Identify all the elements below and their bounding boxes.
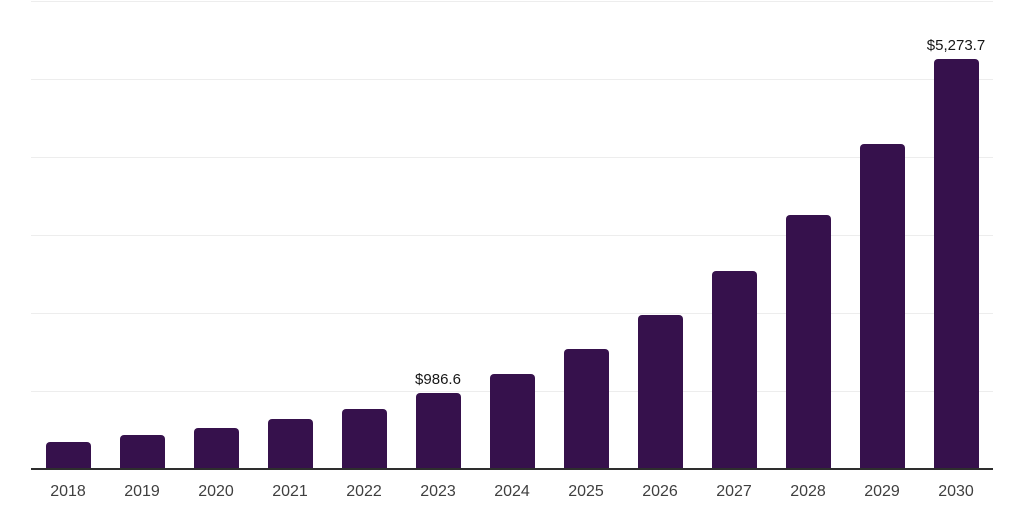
gridline-6000 (31, 1, 993, 2)
bar-slot-2020 (179, 0, 253, 470)
bar-2020 (193, 428, 239, 470)
x-axis-line (31, 468, 993, 470)
gridline-3000 (31, 235, 993, 236)
gridline-2000 (31, 313, 993, 314)
bar-2019 (119, 435, 165, 470)
bar-2027 (711, 271, 757, 470)
x-axis-label-2028: 2028 (790, 483, 826, 500)
bar-2028 (785, 215, 831, 470)
bar-2025 (563, 349, 609, 470)
bar-2026 (637, 315, 683, 470)
x-axis-label-2030: 2030 (938, 483, 974, 500)
bar-slot-2024 (475, 0, 549, 470)
bar-slot-2027 (697, 0, 771, 470)
x-axis-label-2019: 2019 (124, 483, 160, 500)
x-axis-label-2021: 2021 (272, 483, 308, 500)
bar-2023 (415, 393, 461, 470)
bar-2021 (267, 419, 313, 470)
bar-slot-2019 (105, 0, 179, 470)
bar-slot-2018 (31, 0, 105, 470)
x-axis-label-2020: 2020 (198, 483, 234, 500)
bar-slot-2026 (623, 0, 697, 470)
bar-slot-2028 (771, 0, 845, 470)
gridline-4000 (31, 157, 993, 158)
bar-slot-2023: $986.6 (401, 0, 475, 470)
x-axis-label-2029: 2029 (864, 483, 900, 500)
x-axis-label-2022: 2022 (346, 483, 382, 500)
value-label-2030: $5,273.7 (926, 37, 986, 54)
x-axis-label-2027: 2027 (716, 483, 752, 500)
bar-2018 (45, 442, 91, 470)
x-axis-label-2025: 2025 (568, 483, 604, 500)
x-axis-labels-row: 2018 2019 2020 2021 2022 2023 2024 2025 2026 2027… (31, 484, 993, 500)
bar-slot-2022 (327, 0, 401, 470)
bars-layer: $986.6 $5,273.7 (31, 0, 993, 470)
plot-area: $986.6 $5,273.7 (31, 0, 993, 470)
x-axis-label-2024: 2024 (494, 483, 530, 500)
bar-slot-2021 (253, 0, 327, 470)
bar-slot-2025 (549, 0, 623, 470)
bar-2024 (489, 374, 535, 470)
x-axis-label-2018: 2018 (50, 483, 86, 500)
gridline-5000 (31, 79, 993, 80)
x-axis-label-2023: 2023 (420, 483, 456, 500)
bar-slot-2030: $5,273.7 (919, 0, 993, 470)
bar-slot-2029 (845, 0, 919, 470)
bar-2022 (341, 409, 387, 470)
bar-2029 (859, 144, 905, 470)
value-label-2023: $986.6 (415, 371, 461, 388)
x-axis-label-2026: 2026 (642, 483, 678, 500)
bar-2030 (933, 59, 979, 470)
